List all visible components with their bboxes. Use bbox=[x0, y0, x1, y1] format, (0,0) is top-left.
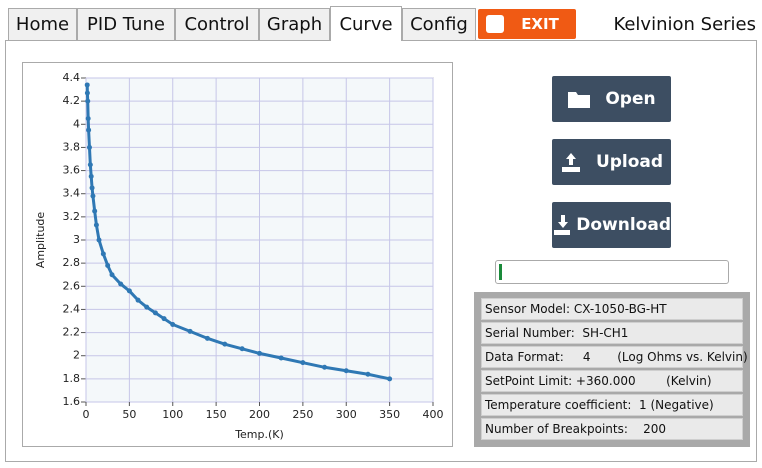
tab-active[interactable]: Curve bbox=[330, 6, 402, 41]
y-tick-label: 3.8 bbox=[63, 140, 81, 153]
button-label: Download bbox=[576, 215, 671, 235]
y-tick-label: 1.8 bbox=[63, 372, 81, 385]
brand: Kelvinion Series bbox=[613, 14, 756, 35]
tab[interactable]: Control bbox=[175, 8, 259, 40]
x-tick-label: 250 bbox=[292, 408, 313, 421]
chart: 1.6 1.8 2 2.2 2.4 2.6 2.8 3 3.2 3.4 3.6 3.8 4 4.2 4.4 0… bbox=[34, 71, 444, 441]
x-tick-label: 300 bbox=[336, 408, 357, 421]
curve-point bbox=[365, 371, 371, 377]
exit-button[interactable]: EXIT bbox=[478, 9, 576, 39]
tab[interactable]: Graph bbox=[259, 8, 330, 40]
curve-point bbox=[144, 304, 150, 310]
y-tick-label: 4.2 bbox=[63, 94, 81, 107]
chart-frame: 1.6 1.8 2 2.2 2.4 2.6 2.8 3 3.2 3.4 3.6 3.8 4 4.2 4.4 0… bbox=[22, 62, 453, 447]
curve-point bbox=[84, 90, 90, 96]
curve-line bbox=[85, 84, 390, 381]
curve-point bbox=[93, 222, 99, 228]
y-tick-label: 4 bbox=[73, 117, 80, 130]
curve-point bbox=[85, 116, 91, 121]
x-tick-label: 50 bbox=[122, 408, 136, 421]
curve-point bbox=[109, 272, 115, 278]
curve-point bbox=[87, 162, 93, 168]
upload-icon bbox=[561, 153, 580, 172]
x-tick-label: 150 bbox=[206, 408, 227, 421]
y-tick-label: 2.2 bbox=[63, 326, 81, 339]
x-tick-label: 0 bbox=[83, 408, 90, 421]
curve-point bbox=[84, 82, 90, 88]
exit-label: EXIT bbox=[521, 15, 559, 33]
curve-point bbox=[387, 376, 393, 382]
curve-point bbox=[118, 281, 124, 287]
curve-point bbox=[85, 98, 91, 104]
button-label: Upload bbox=[595, 152, 664, 172]
tab[interactable]: Config bbox=[402, 8, 476, 40]
curve-point bbox=[88, 173, 94, 179]
curve-point bbox=[161, 316, 167, 322]
info-row: SetPoint Limit: +360.000 (Kelvin) bbox=[481, 370, 743, 392]
info-row: Sensor Model: CX-1050-BG-HT bbox=[481, 298, 743, 320]
y-tick-label: 1.6 bbox=[63, 395, 81, 408]
y-axis-label: Amplitude bbox=[34, 212, 47, 269]
download-button[interactable]: Download bbox=[552, 202, 671, 248]
curve-point bbox=[300, 360, 306, 366]
open-button[interactable]: Open bbox=[552, 76, 671, 122]
y-tick-label: 2.6 bbox=[63, 279, 81, 292]
curve-point bbox=[105, 262, 111, 268]
curve-point bbox=[86, 144, 92, 150]
folder-icon bbox=[568, 92, 591, 108]
y-tick-label: 3.4 bbox=[63, 187, 81, 200]
y-tick-label: 2 bbox=[73, 349, 80, 362]
info-row: Data Format: 4 (Log Ohms vs. Kelvin) bbox=[481, 346, 748, 368]
upload-button[interactable]: Upload bbox=[552, 139, 671, 185]
curve-point bbox=[135, 297, 141, 303]
curve-point bbox=[86, 127, 92, 133]
info-row: Serial Number: SH-CH1 bbox=[481, 322, 743, 344]
progress-fill bbox=[499, 264, 502, 280]
button-label: Open bbox=[605, 89, 656, 109]
y-tick-label: 3 bbox=[73, 233, 80, 246]
y-tick-label: 4.4 bbox=[63, 71, 81, 84]
progress-bar bbox=[495, 260, 729, 284]
curve-point bbox=[257, 350, 262, 356]
curve-point bbox=[343, 368, 349, 374]
curve-point bbox=[222, 341, 228, 347]
tab[interactable]: PID Tune bbox=[77, 8, 175, 40]
info-row: Number of Breakpoints: 200 bbox=[481, 418, 743, 440]
curve-point bbox=[90, 193, 96, 199]
curve-point bbox=[100, 251, 106, 257]
y-tick-label: 3.2 bbox=[63, 210, 81, 223]
curve-point bbox=[96, 237, 102, 243]
x-tick-label: 100 bbox=[162, 408, 183, 421]
curve-point bbox=[204, 335, 210, 341]
curve-point bbox=[278, 355, 284, 361]
curve-point bbox=[126, 288, 132, 294]
curve-point bbox=[170, 321, 176, 327]
y-tick-label: 2.8 bbox=[63, 256, 81, 269]
x-tick-label: 200 bbox=[249, 408, 270, 421]
curve-point bbox=[239, 346, 245, 352]
x-tick-label: 400 bbox=[423, 408, 444, 421]
curve-point bbox=[152, 310, 158, 316]
y-tick-label: 2.4 bbox=[63, 302, 81, 315]
curve-point bbox=[187, 328, 193, 334]
curve-point bbox=[89, 185, 95, 191]
curve-point bbox=[92, 208, 98, 214]
download-icon bbox=[554, 215, 571, 235]
x-axis-label: Temp.(K) bbox=[234, 428, 284, 441]
exit-toggle bbox=[486, 15, 504, 33]
info-row: Temperature coefficient: 1 (Negative) bbox=[481, 394, 743, 416]
curve-point bbox=[322, 364, 328, 370]
x-tick-label: 350 bbox=[379, 408, 400, 421]
tab[interactable]: Home bbox=[8, 8, 77, 40]
y-tick-label: 3.6 bbox=[63, 164, 81, 177]
